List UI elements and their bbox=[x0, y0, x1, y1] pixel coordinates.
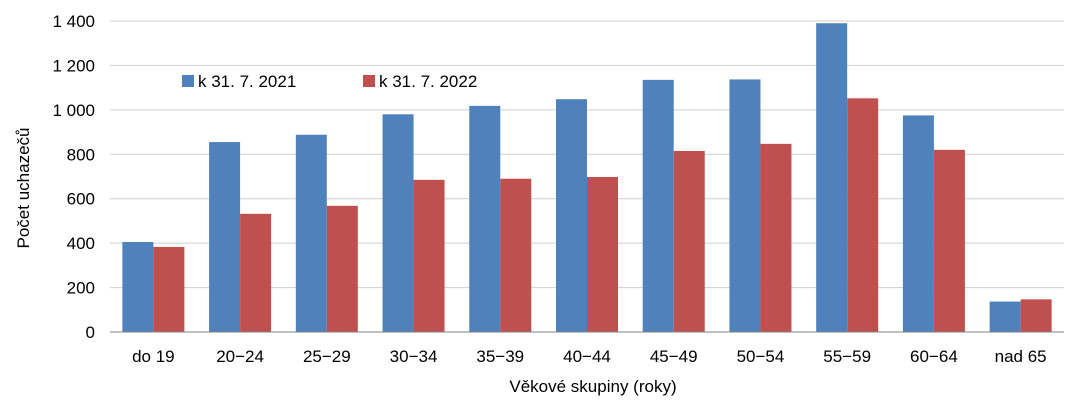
bar-2021 bbox=[295, 134, 327, 332]
bar-2021 bbox=[122, 242, 154, 332]
x-tick-label: do 19 bbox=[132, 347, 175, 366]
bar-2021 bbox=[556, 99, 587, 333]
x-tick-labels: do 19 20−24 25−29 30−34 35−39 40−44 45−49 50−54… bbox=[132, 347, 1047, 366]
bar-2021 bbox=[902, 115, 934, 333]
bar-2022 bbox=[933, 149, 965, 332]
bar-2021 bbox=[989, 301, 1021, 332]
x-tick-label: 60−64 bbox=[910, 347, 958, 366]
x-tick-label: 20−24 bbox=[216, 347, 264, 366]
y-tick-label: 1 400 bbox=[52, 12, 95, 31]
bar-2022 bbox=[413, 179, 445, 332]
bar-2022 bbox=[1020, 299, 1052, 332]
bar-2022 bbox=[500, 178, 532, 332]
x-tick-label: 40−44 bbox=[563, 347, 611, 366]
y-tick-label: 600 bbox=[67, 190, 95, 209]
x-tick-label: 35−39 bbox=[476, 347, 524, 366]
bar-2021 bbox=[729, 79, 761, 332]
bar-2022 bbox=[760, 143, 792, 332]
x-tick-label: nad 65 bbox=[995, 347, 1047, 366]
legend: k 31. 7. 2021 k 31. 7. 2022 bbox=[182, 72, 477, 91]
bar-2022 bbox=[673, 150, 705, 332]
x-tick-label: 25−29 bbox=[303, 347, 351, 366]
y-tick-label: 0 bbox=[86, 323, 95, 342]
bar-2022 bbox=[153, 246, 185, 332]
y-axis-title: Počet uchazečů bbox=[14, 128, 33, 249]
bar-2021 bbox=[382, 114, 414, 332]
bar-2022 bbox=[240, 213, 272, 332]
bar-2021 bbox=[816, 23, 848, 332]
x-tick-label: 50−54 bbox=[737, 347, 785, 366]
bar-2021 bbox=[469, 105, 501, 332]
bars bbox=[122, 23, 1052, 333]
legend-label-2022: k 31. 7. 2022 bbox=[379, 72, 477, 91]
y-tick-label: 400 bbox=[67, 234, 95, 253]
bar-2022 bbox=[326, 205, 358, 332]
legend-label-2021: k 31. 7. 2021 bbox=[198, 72, 296, 91]
x-tick-label: 55−59 bbox=[823, 347, 871, 366]
y-tick-label: 800 bbox=[67, 145, 95, 164]
bar-2021 bbox=[209, 142, 241, 332]
y-tick-label: 200 bbox=[67, 279, 95, 298]
y-tick-label: 1 200 bbox=[52, 56, 95, 75]
x-tick-label: 45−49 bbox=[650, 347, 698, 366]
x-tick-label: 30−34 bbox=[390, 347, 438, 366]
bar-2022 bbox=[587, 176, 618, 332]
bar-2021 bbox=[642, 79, 674, 332]
legend-swatch-2021 bbox=[182, 75, 194, 87]
x-axis-title: Věkové skupiny (roky) bbox=[509, 377, 676, 396]
y-tick-labels: 0 200 400 600 800 1 000 1 200 1 400 bbox=[52, 12, 95, 342]
y-tick-label: 1 000 bbox=[52, 101, 95, 120]
legend-swatch-2022 bbox=[363, 75, 375, 87]
bar-2022 bbox=[847, 98, 879, 332]
